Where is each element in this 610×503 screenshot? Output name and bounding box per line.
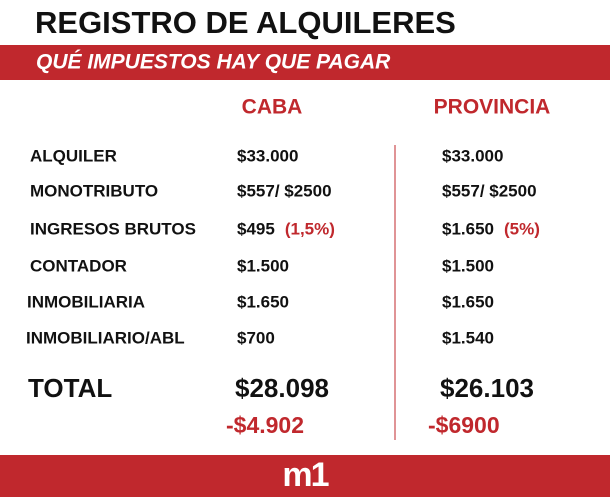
row-label: INGRESOS BRUTOS xyxy=(30,219,196,238)
rows: ALQUILER $33.000 $33.000 MONOTRIBUTO $557/ $… xyxy=(26,146,540,347)
subtitle: QUÉ IMPUESTOS HAY QUE PAGAR xyxy=(36,51,391,74)
subtitle-band xyxy=(0,45,610,80)
total-value: $26.103 xyxy=(440,373,534,403)
provincia-note: (5%) xyxy=(504,219,540,238)
caba-value: $1.650 xyxy=(237,292,289,311)
row-label: INMOBILIARIO/ABL xyxy=(26,328,185,347)
caba-value: $495 xyxy=(237,219,275,238)
caba-value: $1.500 xyxy=(237,256,289,275)
provincia-value: $33.000 xyxy=(442,146,503,165)
provincia-value: $1.540 xyxy=(442,328,494,347)
caba-note: (1,5%) xyxy=(285,219,335,238)
row-label: CONTADOR xyxy=(30,256,127,275)
provincia-value: $1.650 xyxy=(442,219,494,238)
title: REGISTRO DE ALQUILERES xyxy=(35,5,456,40)
caba-value: $557/ $2500 xyxy=(237,181,332,200)
caba-value: $700 xyxy=(237,328,275,347)
column-header: CABA xyxy=(242,96,303,119)
footer-band xyxy=(0,455,610,497)
total-value: $28.098 xyxy=(235,373,329,403)
provincia-value: $1.650 xyxy=(442,292,494,311)
row-label: INMOBILIARIA xyxy=(27,292,145,311)
total-diff: -$4.902 xyxy=(226,412,304,438)
row-label: MONOTRIBUTO xyxy=(30,181,158,200)
column-header: PROVINCIA xyxy=(434,96,551,119)
row-label: ALQUILER xyxy=(30,146,117,165)
total-label: TOTAL xyxy=(28,373,112,403)
total-diff: -$6900 xyxy=(428,412,500,438)
caba-value: $33.000 xyxy=(237,146,298,165)
provincia-value: $1.500 xyxy=(442,256,494,275)
provincia-value: $557/ $2500 xyxy=(442,181,537,200)
logo: m1 xyxy=(282,456,328,494)
